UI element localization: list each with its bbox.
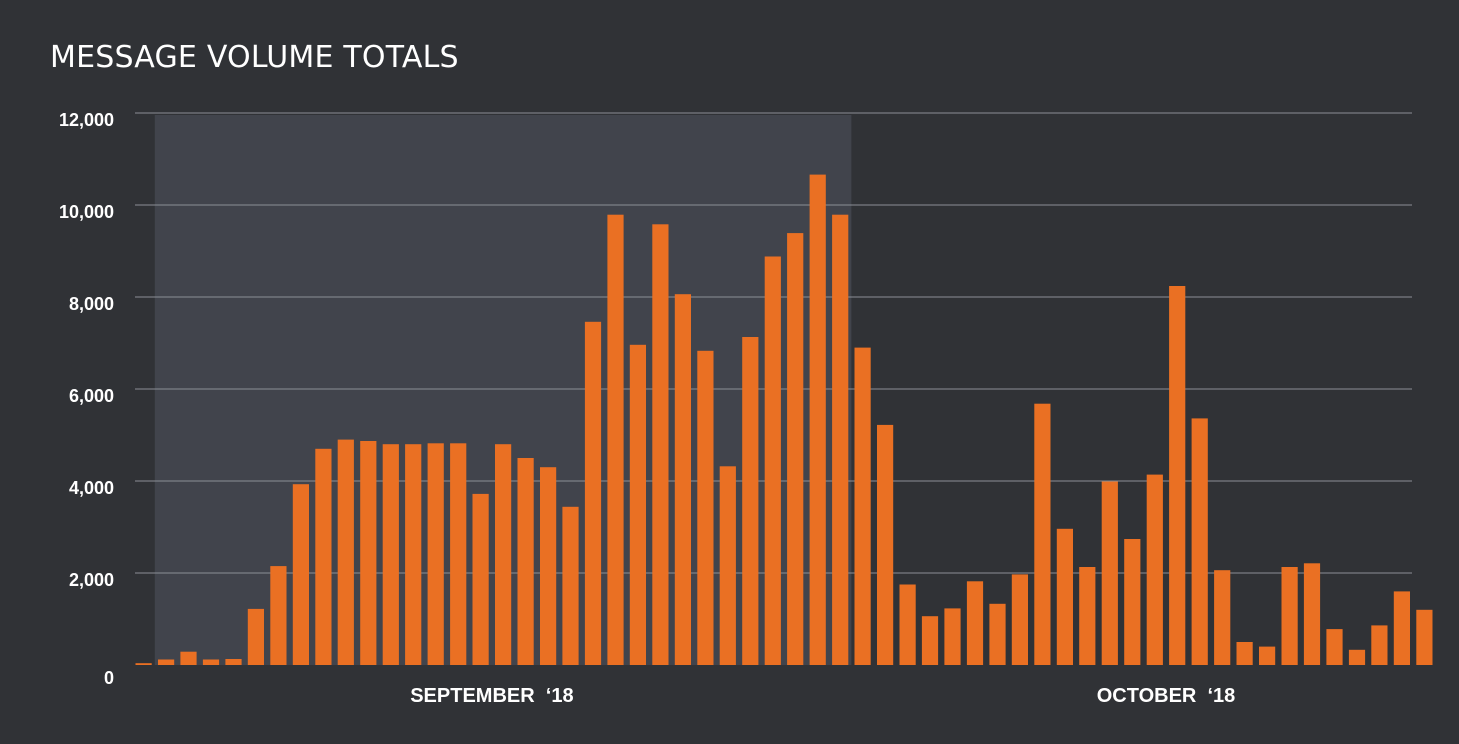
chart-title: MESSAGE VOLUME TOTALS — [50, 40, 459, 75]
bar-57 — [1393, 591, 1410, 665]
y-tick-label: 8,000 — [69, 294, 114, 314]
x-month-label: OCTOBER ‘18 — [1097, 685, 1236, 707]
bar-4 — [202, 659, 220, 665]
bar-42 — [1056, 528, 1073, 665]
bar-27 — [719, 466, 736, 665]
bar-36 — [921, 616, 939, 665]
bar-45 — [1124, 539, 1141, 665]
bar-31 — [809, 174, 826, 665]
y-tick-label: 0 — [104, 668, 114, 688]
bar-52 — [1281, 567, 1298, 665]
bar-29 — [764, 256, 781, 665]
bar-26 — [697, 350, 714, 665]
bar-1 — [135, 663, 152, 665]
bar-20 — [562, 506, 579, 665]
bar-48 — [1191, 418, 1208, 665]
y-tick-label: 10,000 — [59, 202, 114, 222]
bar-10 — [337, 439, 354, 665]
bar-24 — [652, 224, 669, 666]
bar-41 — [1034, 403, 1051, 665]
bar-21 — [584, 321, 602, 665]
bar-13 — [405, 444, 422, 665]
bar-2 — [158, 659, 175, 665]
bar-55 — [1348, 649, 1366, 665]
bar-25 — [674, 294, 691, 665]
bar-9 — [315, 448, 332, 665]
y-tick-label: 4,000 — [69, 478, 114, 498]
bar-58 — [1416, 609, 1433, 665]
bar-8 — [292, 484, 309, 665]
bar-34 — [877, 424, 894, 665]
bar-33 — [854, 347, 871, 665]
bar-53 — [1303, 563, 1321, 665]
bars — [135, 174, 1433, 666]
bar-56 — [1371, 625, 1388, 665]
bar-38 — [966, 581, 984, 665]
bar-35 — [899, 584, 916, 665]
bar-37 — [944, 608, 961, 665]
bar-18 — [517, 458, 534, 665]
bar-44 — [1101, 481, 1118, 665]
bar-19 — [540, 467, 557, 665]
y-tick-label: 6,000 — [69, 386, 114, 406]
bar-6 — [247, 608, 264, 665]
bar-7 — [270, 566, 287, 665]
bar-3 — [180, 651, 197, 665]
bar-32 — [832, 214, 849, 665]
bar-15 — [450, 443, 467, 665]
y-tick-label: 2,000 — [69, 570, 114, 590]
bar-5 — [225, 659, 242, 665]
bar-14 — [427, 443, 444, 665]
bar-16 — [472, 493, 489, 665]
bar-12 — [382, 444, 399, 665]
bar-22 — [607, 214, 624, 665]
bar-50 — [1236, 642, 1253, 665]
y-axis-tick-labels: 0 2,000 4,000 6,000 8,000 10,000 12,000 — [59, 110, 114, 688]
bar-23 — [629, 344, 646, 665]
y-tick-label: 12,000 — [59, 110, 114, 130]
bar-47 — [1169, 286, 1186, 665]
bar-28 — [742, 337, 759, 665]
bar-51 — [1259, 646, 1276, 665]
bar-17 — [495, 444, 512, 665]
bar-49 — [1214, 570, 1231, 665]
bar-30 — [787, 233, 804, 665]
bar-40 — [1011, 574, 1028, 665]
bar-54 — [1326, 629, 1343, 665]
x-axis-month-labels: SEPTEMBER ‘18 OCTOBER ‘18 — [410, 685, 1235, 707]
bar-39 — [989, 603, 1006, 665]
x-month-label: SEPTEMBER ‘18 — [410, 685, 573, 707]
bar-46 — [1146, 474, 1163, 665]
bar-43 — [1079, 567, 1096, 665]
bar-11 — [360, 441, 377, 665]
